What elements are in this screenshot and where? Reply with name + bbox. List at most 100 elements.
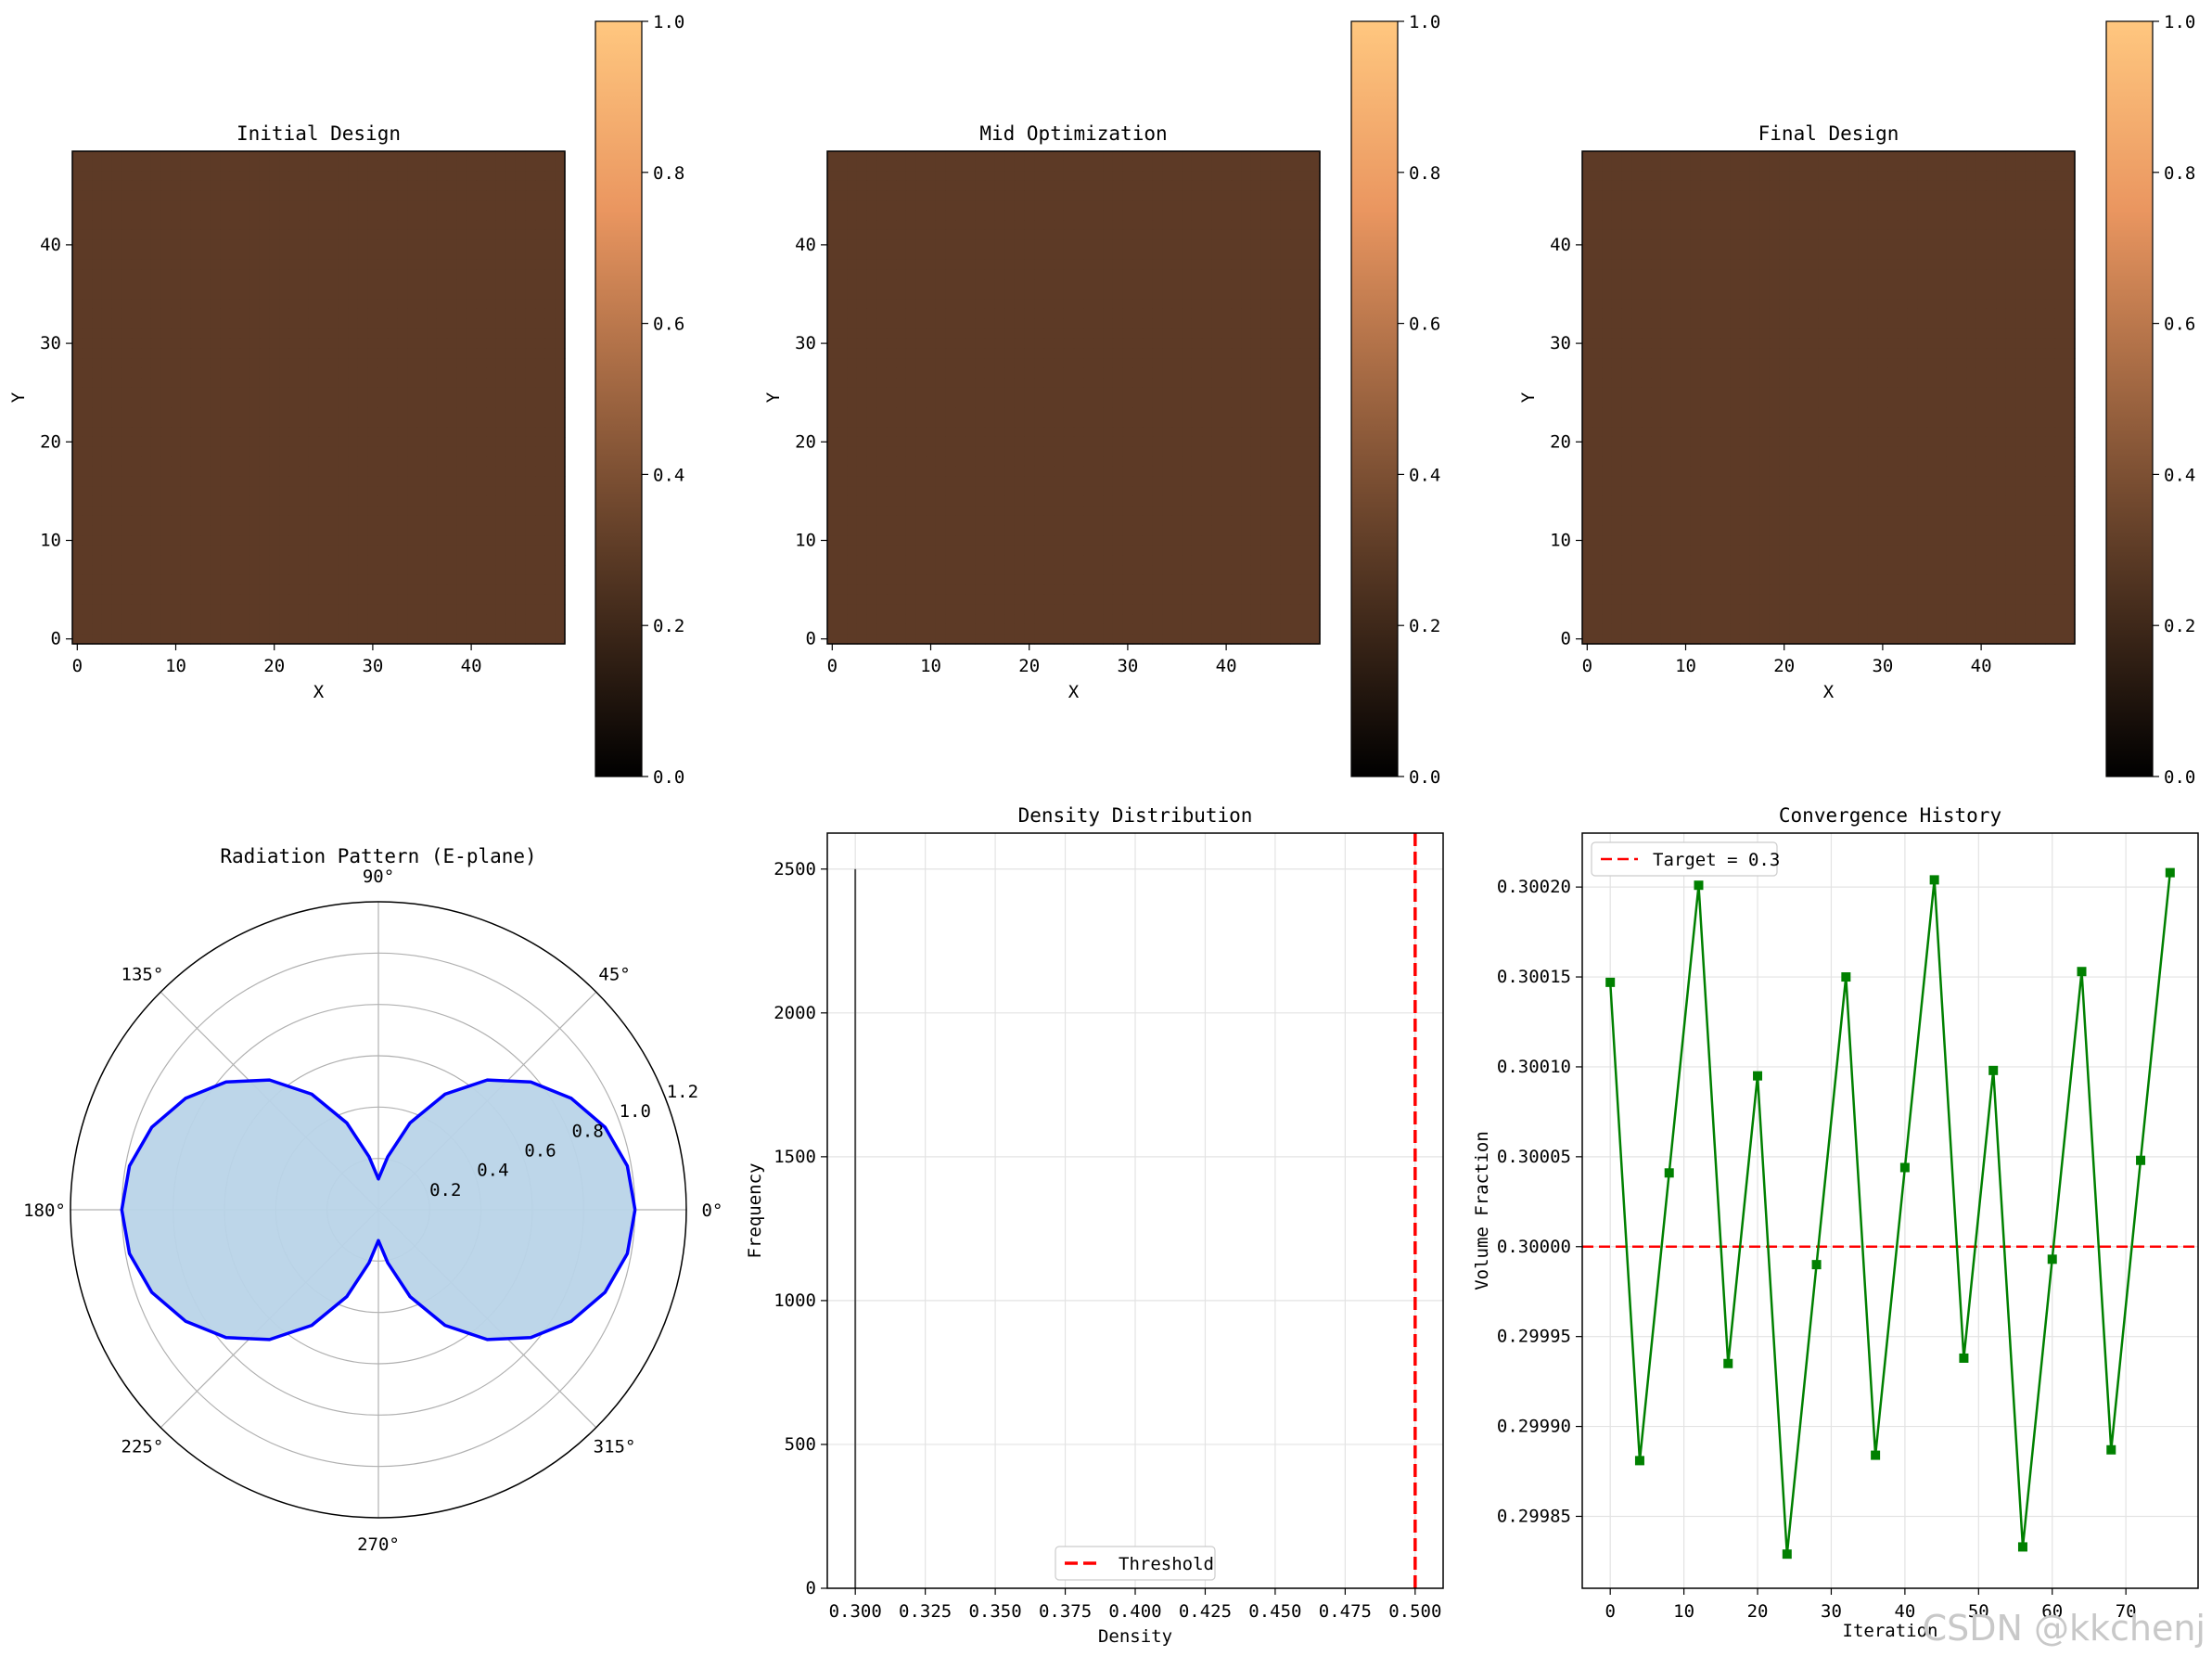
- heatmap-cell: [160, 476, 172, 487]
- heatmap-cell: [837, 229, 848, 241]
- heatmap-cell: [984, 220, 996, 231]
- heatmap-cell: [1142, 486, 1154, 497]
- heatmap-cell: [357, 378, 369, 389]
- heatmap-cell: [1231, 555, 1242, 566]
- heatmap-cell: [495, 220, 506, 231]
- heatmap-cell: [150, 574, 162, 585]
- heatmap-cell: [1093, 220, 1104, 231]
- heatmap-cell: [141, 427, 152, 438]
- heatmap-cell: [1054, 604, 1065, 615]
- heatmap-cell: [466, 338, 478, 349]
- heatmap-cell: [249, 259, 261, 271]
- heatmap-cell: [288, 358, 300, 369]
- heatmap-cell: [416, 604, 428, 615]
- heatmap-cell: [259, 486, 270, 497]
- heatmap-cell: [975, 348, 986, 359]
- heatmap-cell: [886, 279, 897, 290]
- heatmap-cell: [1122, 308, 1133, 320]
- heatmap-cell: [427, 160, 438, 172]
- heatmap-cell: [827, 574, 838, 585]
- heatmap-cell: [407, 565, 418, 576]
- heatmap-cell: [279, 407, 290, 418]
- heatmap-cell: [476, 407, 487, 418]
- heatmap-cell: [896, 318, 907, 329]
- heatmap-cell: [926, 200, 937, 212]
- heatmap-cell: [935, 555, 947, 566]
- heatmap-cell: [131, 506, 142, 517]
- heatmap-cell: [1211, 171, 1222, 182]
- heatmap-cell: [239, 180, 250, 192]
- heatmap-cell: [1191, 555, 1203, 566]
- heatmap-cell: [1004, 308, 1016, 320]
- heatmap-cell: [229, 259, 241, 271]
- heatmap-cell: [1182, 220, 1193, 231]
- heatmap-cell: [505, 417, 517, 428]
- heatmap-cell: [1024, 456, 1035, 468]
- heatmap-cell: [318, 427, 329, 438]
- heatmap-cell: [239, 387, 250, 399]
- heatmap-cell: [1280, 367, 1291, 379]
- heatmap-cell: [544, 289, 556, 300]
- heatmap-cell: [1004, 358, 1016, 369]
- heatmap-cell: [1112, 623, 1124, 635]
- heatmap-cell: [896, 545, 907, 557]
- heatmap-cell: [945, 623, 956, 635]
- heatmap-cell: [984, 623, 996, 635]
- heatmap-cell: [427, 584, 438, 596]
- heatmap-cell: [1241, 171, 1252, 182]
- heatmap-cell: [1191, 545, 1203, 557]
- heatmap-cell: [886, 594, 897, 606]
- heatmap-cell: [847, 535, 858, 546]
- heatmap-cell: [131, 436, 142, 448]
- heatmap-cell: [82, 387, 93, 399]
- heatmap-cell: [141, 328, 152, 340]
- heatmap-cell: [407, 180, 418, 192]
- heatmap-cell: [1014, 436, 1025, 448]
- heatmap-cell: [975, 535, 986, 546]
- heatmap-cell: [1241, 387, 1252, 399]
- heatmap-cell: [1112, 614, 1124, 625]
- heatmap-cell: [446, 210, 457, 221]
- heatmap-cell: [171, 584, 182, 596]
- heatmap-cell: [397, 308, 408, 320]
- heatmap-cell: [926, 220, 937, 231]
- heatmap-cell: [535, 318, 546, 329]
- heatmap-cell: [111, 190, 122, 201]
- heatmap-cell: [1201, 387, 1212, 399]
- heatmap-cell: [200, 367, 211, 379]
- heatmap-cell: [387, 358, 399, 369]
- heatmap-cell: [935, 378, 947, 389]
- heatmap-cell: [1241, 614, 1252, 625]
- heatmap-cell: [387, 367, 399, 379]
- heatmap-cell: [171, 210, 182, 221]
- heatmap-cell: [1211, 495, 1222, 507]
- heatmap-cell: [915, 250, 927, 261]
- heatmap-cell: [229, 545, 241, 557]
- heatmap-cell: [1004, 574, 1016, 585]
- heatmap-cell: [495, 436, 506, 448]
- heatmap-cell: [357, 594, 369, 606]
- heatmap-cell: [1250, 190, 1261, 201]
- heatmap-cell: [367, 387, 378, 399]
- heatmap-cell: [505, 555, 517, 566]
- heatmap-cell: [82, 250, 93, 261]
- heatmap-cell: [357, 535, 369, 546]
- heatmap-cell: [905, 397, 917, 408]
- heatmap-cell: [1270, 348, 1282, 359]
- heatmap-cell: [1112, 358, 1124, 369]
- heatmap-cell: [1112, 200, 1124, 212]
- heatmap-cell: [357, 417, 369, 428]
- heatmap-cell: [220, 515, 231, 527]
- heatmap-cell: [856, 614, 868, 625]
- heatmap-cell: [377, 584, 389, 596]
- heatmap-cell: [515, 407, 527, 418]
- heatmap-cell: [994, 250, 1005, 261]
- heatmap-cell: [1004, 417, 1016, 428]
- heatmap-cell: [955, 436, 966, 448]
- heatmap-cell: [1280, 220, 1291, 231]
- heatmap-cell: [1063, 279, 1075, 290]
- heatmap-cell: [92, 259, 103, 271]
- heatmap-cell: [935, 506, 947, 517]
- heatmap-cell: [866, 358, 877, 369]
- heatmap-cell: [926, 476, 937, 487]
